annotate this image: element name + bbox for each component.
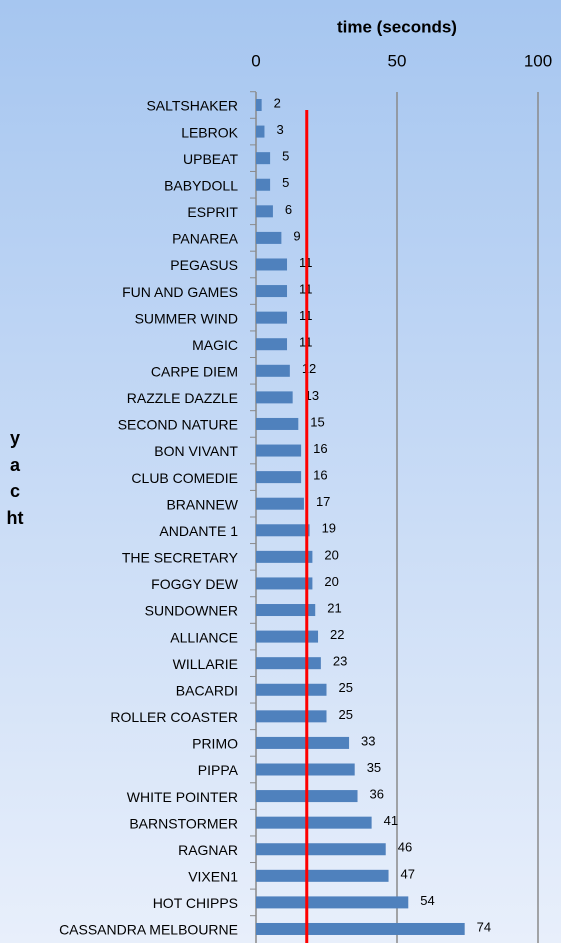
y-tick-label: SECOND NATURE: [118, 417, 238, 433]
data-label: 19: [322, 521, 336, 536]
y-tick-label: BACARDI: [176, 682, 238, 698]
bar: [256, 736, 350, 749]
x-tick-label: 100: [524, 51, 552, 70]
y-tick-label: ESPRIT: [187, 204, 238, 220]
bar: [256, 550, 313, 563]
data-label: 46: [398, 840, 412, 855]
x-axis-title: time (seconds): [337, 17, 457, 36]
y-tick-label: SALTSHAKER: [146, 98, 238, 114]
data-label: 16: [313, 441, 327, 456]
data-label: 5: [282, 175, 289, 190]
bar: [256, 125, 265, 138]
data-label: 54: [420, 893, 434, 908]
bar: [256, 896, 409, 909]
data-label: 22: [330, 627, 344, 642]
data-label: 17: [316, 494, 330, 509]
bar: [256, 869, 389, 882]
bar: [256, 843, 386, 856]
bar: [256, 657, 321, 670]
bar: [256, 152, 271, 165]
y-axis-title: yacht: [6, 428, 24, 528]
y-tick-label: VIXEN1: [188, 869, 238, 885]
data-label: 5: [282, 149, 289, 164]
data-label: 25: [339, 680, 353, 695]
data-label: 15: [310, 414, 324, 429]
data-label: 47: [401, 866, 415, 881]
y-tick-label: SUMMER WIND: [135, 310, 238, 326]
data-label: 20: [324, 547, 338, 562]
y-tick-label: CASSANDRA MELBOURNE: [59, 922, 238, 938]
y-tick-label: SUNDOWNER: [145, 603, 238, 619]
y-tick-label: ALLIANCE: [170, 629, 238, 645]
y-tick-label: MAGIC: [192, 337, 238, 353]
y-tick-label: FOGGY DEW: [151, 576, 239, 592]
y-tick-label: CARPE DIEM: [151, 364, 238, 380]
y-tick-label: PIPPA: [198, 762, 239, 778]
data-label: 3: [276, 122, 283, 137]
y-tick-label: PEGASUS: [170, 257, 238, 273]
y-tick-label: CLUB COMEDIE: [131, 470, 238, 486]
data-label: 33: [361, 733, 375, 748]
bar: [256, 258, 288, 271]
y-tick-label: WHITE POINTER: [127, 789, 238, 805]
bar: [256, 311, 288, 324]
bar: [256, 417, 299, 430]
bar: [256, 338, 288, 351]
y-tick-label: PANAREA: [172, 231, 239, 247]
x-tick-label: 0: [251, 51, 260, 70]
bar: [256, 178, 271, 191]
data-label: 74: [477, 919, 491, 934]
data-label: 9: [293, 228, 300, 243]
y-tick-label: ROLLER COASTER: [110, 709, 238, 725]
bar: [256, 710, 327, 723]
y-tick-label: ANDANTE 1: [159, 523, 238, 539]
bar: [256, 816, 372, 829]
y-tick-label: BABYDOLL: [164, 177, 238, 193]
y-tick-label: THE SECRETARY: [122, 550, 239, 566]
data-label: 36: [370, 787, 384, 802]
bar: [256, 205, 273, 218]
bar: [256, 497, 304, 510]
bar: [256, 471, 302, 484]
data-label: 2: [274, 95, 281, 110]
y-tick-label: RAZZLE DAZZLE: [127, 390, 238, 406]
y-tick-label: PRIMO: [192, 736, 238, 752]
y-tick-label: RAGNAR: [178, 842, 238, 858]
bar: [256, 630, 319, 643]
bar: [256, 285, 288, 298]
y-tick-label: BON VIVANT: [154, 443, 238, 459]
y-tick-label: BRANNEW: [166, 496, 238, 512]
y-tick-label: FUN AND GAMES: [122, 284, 238, 300]
data-label: 41: [384, 813, 398, 828]
bar: [256, 524, 310, 537]
bar: [256, 444, 302, 457]
bar: [256, 922, 465, 935]
data-label: 23: [333, 654, 347, 669]
bar: [256, 683, 327, 696]
y-tick-label: UPBEAT: [183, 151, 238, 167]
y-tick-label: WILLARIE: [173, 656, 238, 672]
x-tick-label: 50: [388, 51, 407, 70]
bar: [256, 391, 293, 404]
y-tick-label: BARNSTORMER: [129, 815, 238, 831]
y-tick-label: HOT CHIPPS: [153, 895, 238, 911]
data-label: 6: [285, 202, 292, 217]
data-label: 16: [313, 468, 327, 483]
bar: [256, 364, 290, 377]
data-label: 20: [324, 574, 338, 589]
bar: [256, 577, 313, 590]
data-label: 35: [367, 760, 381, 775]
y-tick-label: LEBROK: [181, 124, 238, 140]
data-label: 21: [327, 600, 341, 615]
bar: [256, 231, 282, 244]
data-label: 12: [302, 361, 316, 376]
data-label: 13: [305, 388, 319, 403]
bar: [256, 99, 262, 111]
bar: [256, 604, 316, 617]
data-label: 25: [339, 707, 353, 722]
